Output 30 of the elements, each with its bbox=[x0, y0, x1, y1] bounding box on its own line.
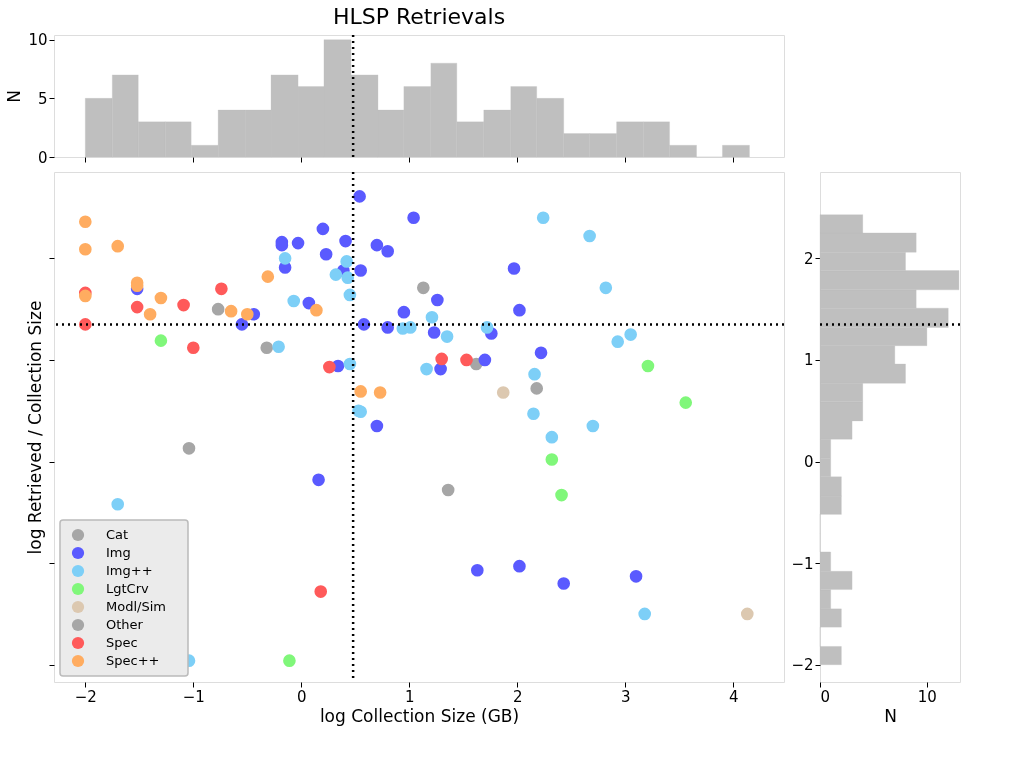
legend-label: Spec++ bbox=[106, 653, 160, 668]
y-axis-title: log Retrieved / Collection Size bbox=[25, 300, 45, 555]
y-tick-label: 0 bbox=[37, 148, 48, 167]
x-tick-label: 4 bbox=[728, 687, 739, 706]
y-tick-label: 0 bbox=[803, 453, 814, 472]
x-tick-label: 0 bbox=[297, 687, 307, 706]
y-tick-label: 10 bbox=[28, 31, 48, 50]
legend-label: Cat bbox=[106, 527, 129, 542]
x-tick-label: 10 bbox=[917, 687, 937, 706]
y-axis-title: N bbox=[4, 90, 25, 103]
x-tick-label: −2 bbox=[74, 687, 97, 706]
x-axis-title: log Collection Size (GB) bbox=[319, 705, 520, 726]
x-tick-label: 0 bbox=[820, 687, 831, 706]
x-axis-title: N bbox=[884, 705, 897, 726]
legend-label: Spec bbox=[106, 635, 138, 650]
legend-label: Modl/Sim bbox=[106, 599, 166, 614]
y-tick-label: −1 bbox=[791, 554, 814, 573]
y-tick-label: 2 bbox=[803, 249, 814, 268]
y-tick-label: 5 bbox=[37, 89, 48, 108]
legend-label: Img bbox=[106, 545, 131, 560]
chart-title: HLSP Retrievals bbox=[332, 3, 506, 29]
y-tick-label: −2 bbox=[791, 656, 814, 675]
x-tick-label: 2 bbox=[513, 687, 523, 706]
x-tick-label: −1 bbox=[182, 687, 205, 706]
x-tick-label: 3 bbox=[620, 687, 631, 706]
y-tick-label: 1 bbox=[803, 351, 814, 370]
legend-label: Other bbox=[106, 617, 144, 632]
legend-label: Img++ bbox=[106, 563, 153, 578]
legend-label: LgtCrv bbox=[106, 581, 150, 596]
x-tick-label: 1 bbox=[405, 687, 415, 706]
